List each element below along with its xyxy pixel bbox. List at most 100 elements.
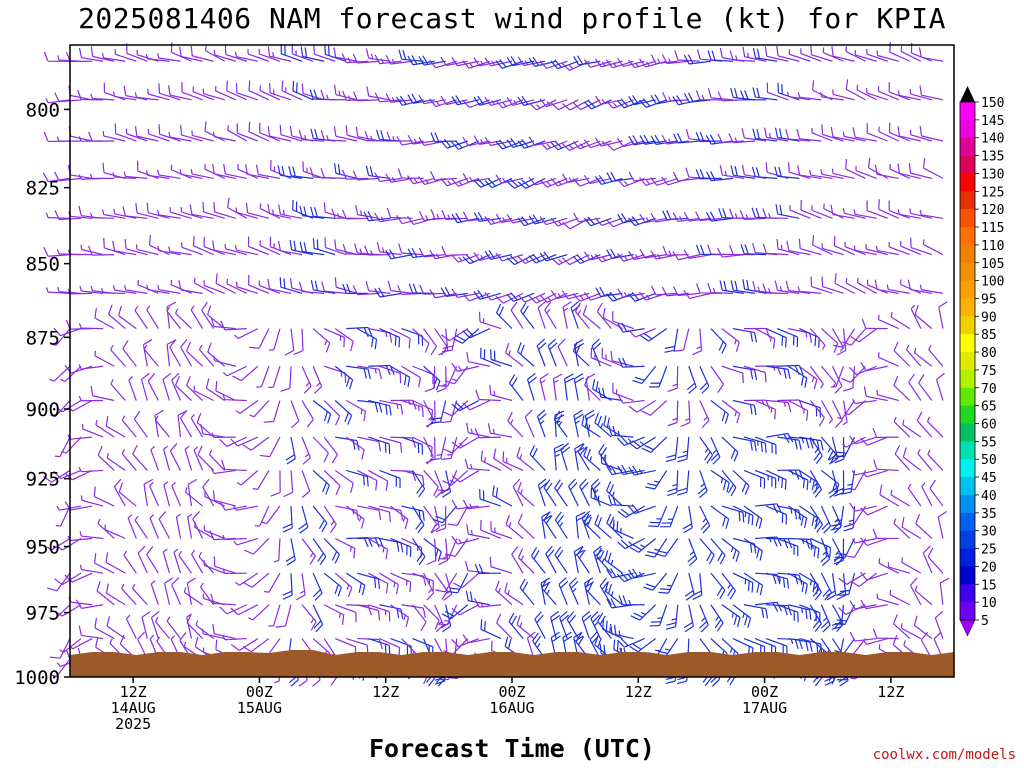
wind-barb <box>699 436 714 456</box>
wind-barb-feather <box>536 104 541 109</box>
wind-barb-feather <box>330 524 337 533</box>
wind-barb <box>55 328 71 346</box>
wind-barb-feather <box>447 523 458 526</box>
wind-barb <box>852 366 856 389</box>
wind-barb-feather <box>337 586 342 597</box>
wind-barb-feather <box>365 280 370 291</box>
wind-barb-feather <box>834 454 845 460</box>
wind-barb-feather <box>157 245 160 251</box>
wind-barb-feather <box>495 487 499 498</box>
wind-barb <box>237 604 259 616</box>
wind-barb-feather <box>488 249 495 259</box>
wind-barb-feather <box>616 641 619 652</box>
source-credit[interactable]: coolwx.com/models <box>872 747 1016 763</box>
wind-barb <box>878 90 899 101</box>
wind-barb <box>710 365 725 385</box>
wind-barb <box>449 328 469 342</box>
wind-barb <box>811 132 833 142</box>
wind-barb-feather <box>849 488 855 491</box>
wind-barb-feather <box>334 584 339 595</box>
wind-barb-feather <box>581 415 585 426</box>
wind-barb-feather <box>184 487 188 493</box>
wind-barb-feather <box>184 445 190 450</box>
wind-barb <box>193 245 214 256</box>
colorbar-segment <box>960 119 975 139</box>
wind-barb <box>524 416 535 438</box>
wind-barb <box>809 470 822 490</box>
wind-barb-feather <box>665 680 676 685</box>
wind-barb-feather <box>640 335 649 342</box>
wind-barb-feather <box>936 372 945 380</box>
wind-barb-feather <box>860 437 868 446</box>
wind-barb-feather <box>684 625 694 633</box>
wind-barb-feather <box>137 631 145 640</box>
wind-barb-feather <box>728 133 734 143</box>
wind-barb <box>878 356 899 367</box>
wind-barb-feather <box>298 129 303 140</box>
wind-barb <box>554 487 568 507</box>
wind-barb <box>800 209 822 219</box>
wind-barb-feather <box>824 680 835 686</box>
wind-barb-feather <box>346 283 351 294</box>
wind-barb-feather <box>282 209 285 216</box>
wind-barb <box>835 366 845 388</box>
wind-barb-feather <box>707 50 712 61</box>
wind-barb <box>123 554 137 574</box>
wind-barb <box>345 505 365 520</box>
wind-barb-feather <box>141 611 151 618</box>
wind-barb-feather <box>519 578 526 589</box>
wind-barb-feather <box>776 45 779 56</box>
wind-barb-feather <box>605 620 608 631</box>
wind-barb-feather <box>584 521 589 526</box>
wind-barb-feather <box>435 624 444 633</box>
wind-barb-feather <box>703 416 708 421</box>
wind-barb <box>357 469 378 482</box>
wind-barb-feather <box>672 212 679 222</box>
wind-barb <box>61 572 82 586</box>
wind-barb-feather <box>575 420 581 424</box>
wind-barb-feather <box>644 554 655 558</box>
wind-barb-feather <box>559 522 564 528</box>
wind-barb <box>171 380 182 401</box>
wind-barb <box>170 211 192 219</box>
wind-barb-feather <box>280 387 291 392</box>
wind-barb <box>215 390 237 402</box>
wind-barb <box>81 634 104 640</box>
wind-barb <box>379 328 400 338</box>
wind-barb-feather <box>919 85 923 96</box>
wind-barb-feather <box>462 137 469 147</box>
wind-barb <box>613 528 634 540</box>
wind-barb-feather <box>539 482 548 490</box>
wind-barb <box>225 248 247 256</box>
wind-barb-feather <box>664 648 671 651</box>
wind-barb-feather <box>484 620 486 632</box>
wind-barb-feather <box>805 332 808 338</box>
wind-barb <box>688 538 698 560</box>
wind-barb-feather <box>149 514 155 519</box>
wind-barb-feather <box>430 209 436 219</box>
wind-barb-feather <box>570 300 580 309</box>
wind-barb-feather <box>517 181 526 189</box>
wind-barb-feather <box>442 345 448 350</box>
wind-barb-feather <box>180 124 183 136</box>
wind-barb-feather <box>511 615 518 625</box>
wind-barb <box>519 587 535 606</box>
wind-barb-feather <box>699 382 708 391</box>
wind-barb <box>434 572 448 592</box>
wind-barb <box>158 174 181 179</box>
wind-barb-feather <box>212 131 215 137</box>
wind-barb-feather <box>447 214 451 220</box>
wind-barb-feather <box>315 624 324 633</box>
wind-barb-feather <box>121 448 126 454</box>
wind-barb-feather <box>424 387 435 393</box>
y-tick-label: 925 <box>26 469 60 491</box>
wind-barb <box>237 132 259 142</box>
wind-barb-feather <box>102 130 105 137</box>
wind-barb <box>324 211 347 219</box>
wind-barb-feather <box>812 588 820 597</box>
wind-barb-feather <box>90 285 93 291</box>
wind-barb <box>937 516 944 539</box>
wind-barb-feather <box>222 534 226 540</box>
wind-barb-feather <box>492 485 495 496</box>
wind-barb <box>831 505 843 527</box>
